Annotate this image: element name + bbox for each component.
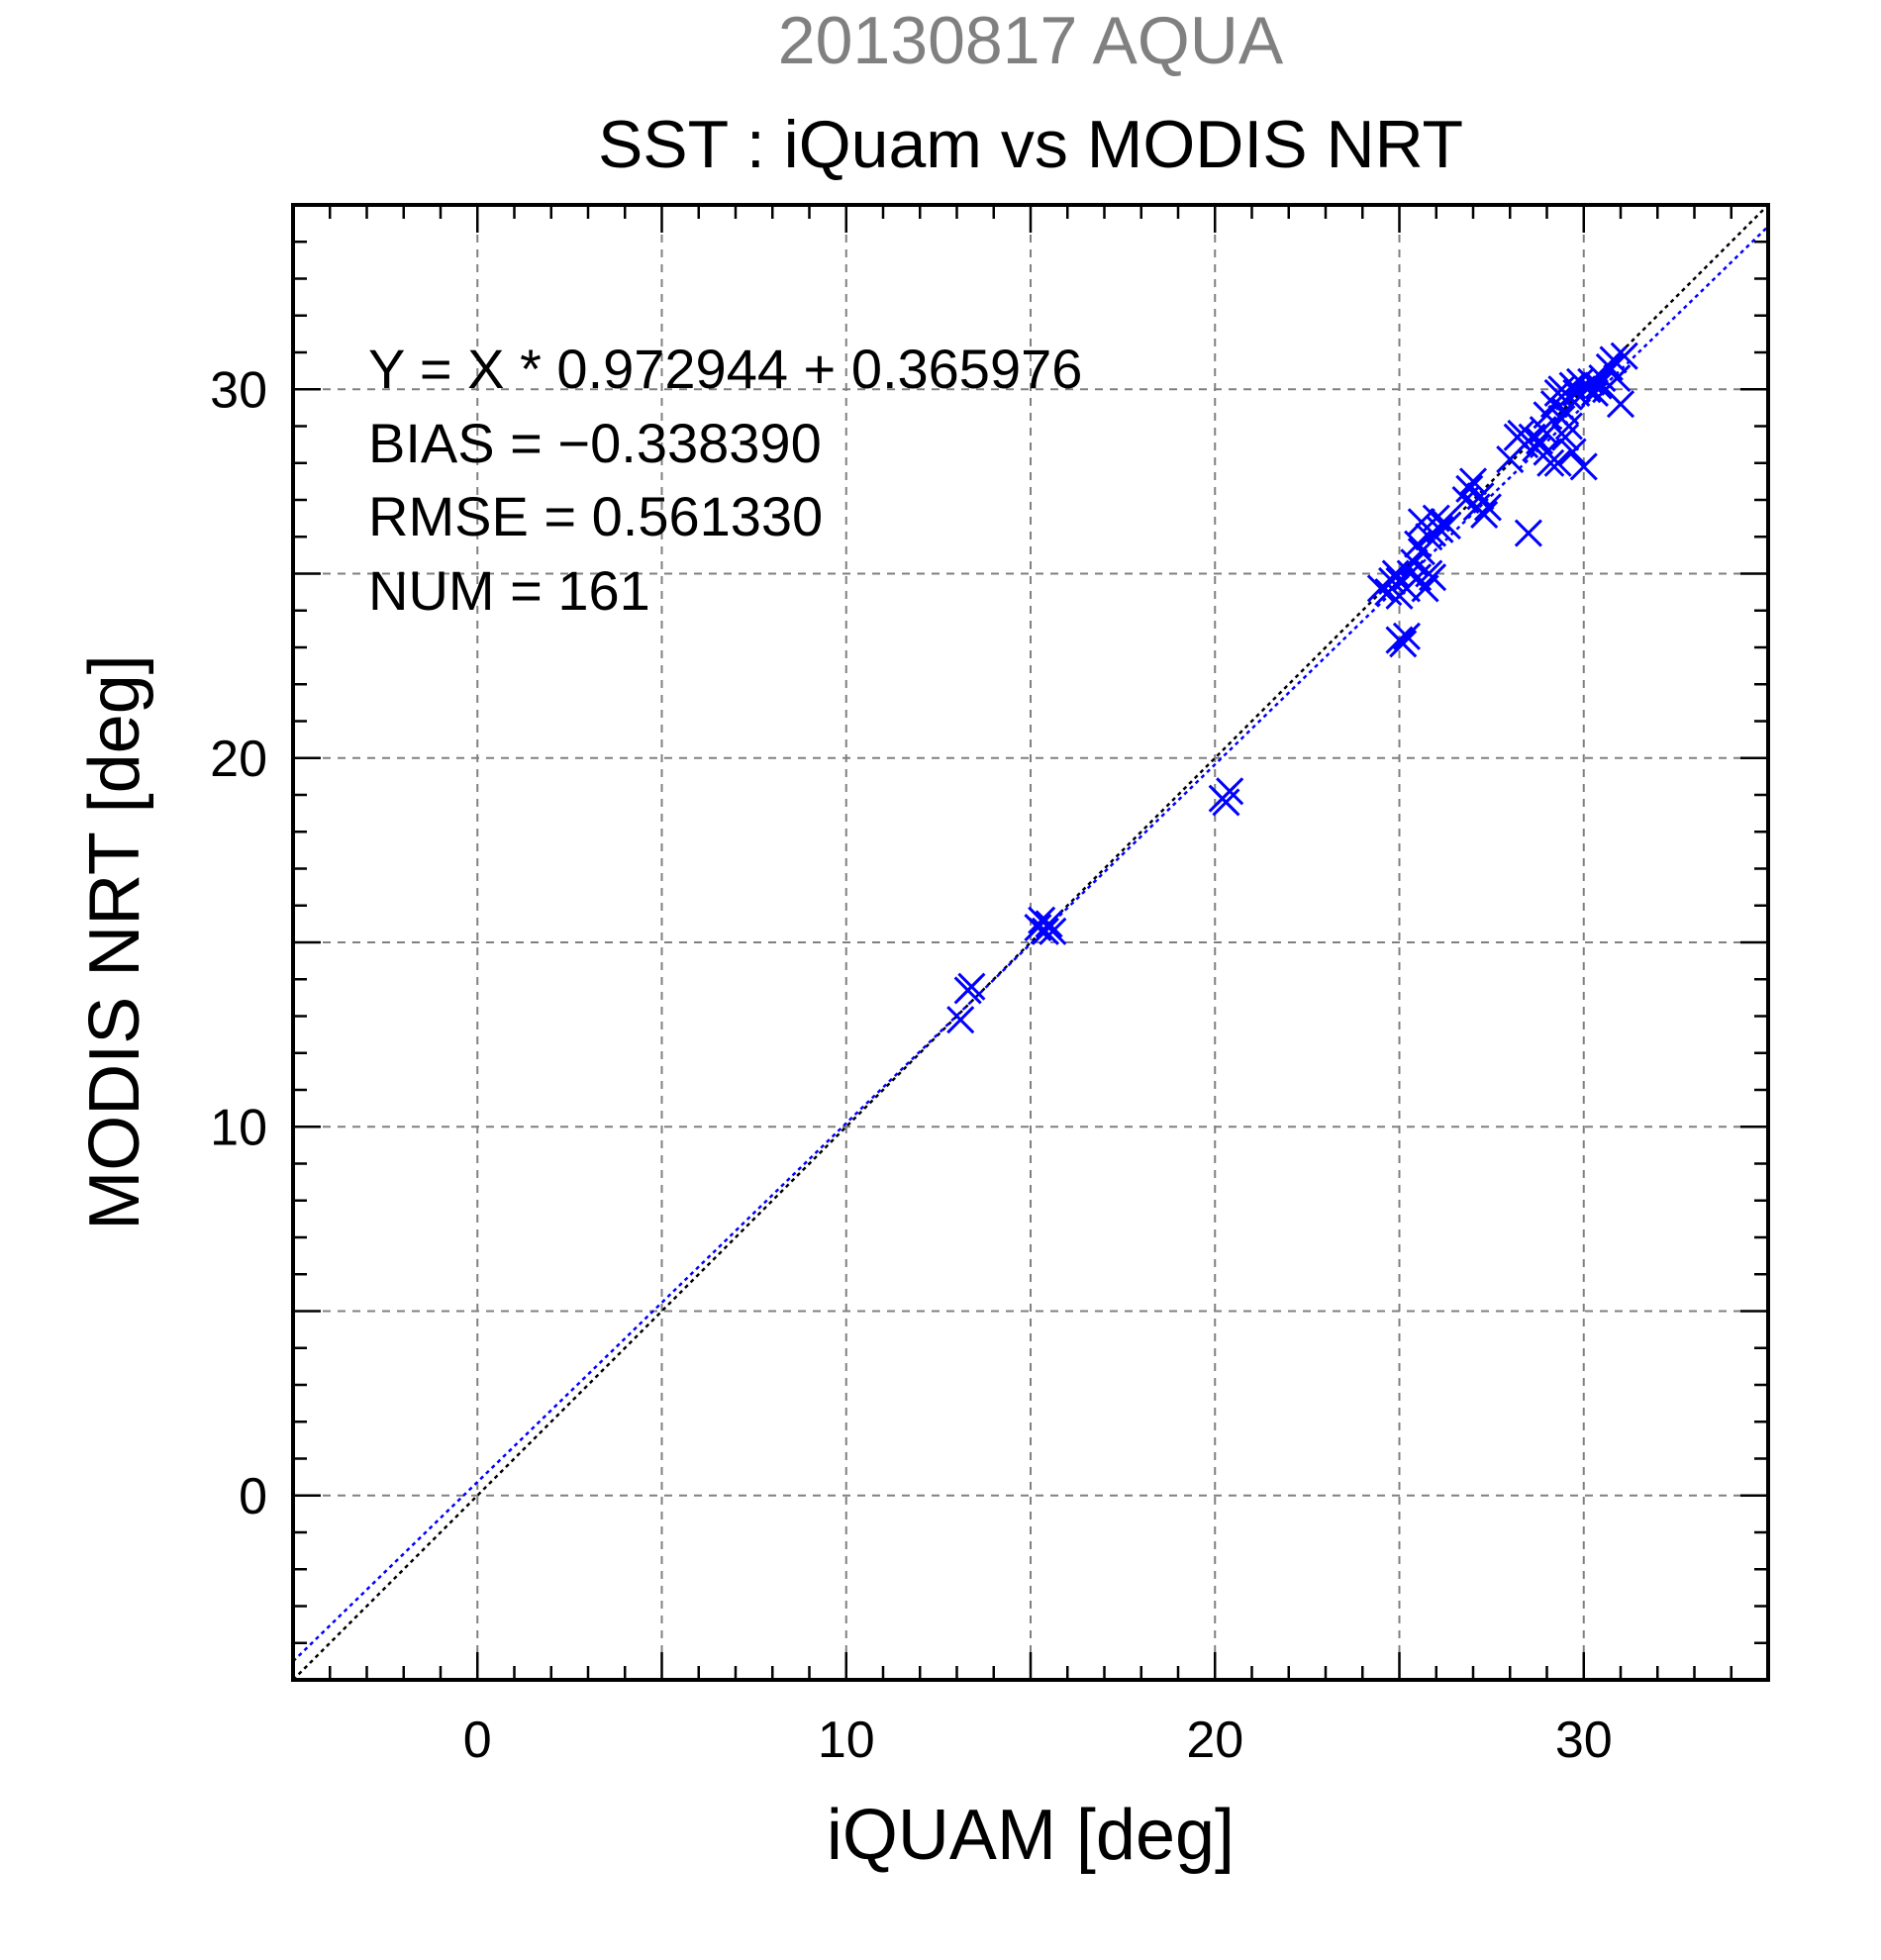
data-point <box>1584 371 1613 400</box>
stats-annotation: Y = X * 0.972944 + 0.365976 BIAS = −0.33… <box>368 338 1082 622</box>
data-point <box>1599 345 1628 374</box>
y-tick-label: 10 <box>210 1099 267 1156</box>
data-point <box>1035 910 1063 938</box>
data-point <box>1554 382 1583 411</box>
y-tick-label: 30 <box>210 361 267 419</box>
data-point <box>1392 622 1422 650</box>
y-tick-labels: 0 10 20 30 <box>210 361 267 1525</box>
data-points <box>946 342 1638 1034</box>
data-point <box>946 1006 975 1034</box>
x-tick-label: 20 <box>1186 1712 1243 1769</box>
num-value: NUM = 161 <box>368 559 650 622</box>
axis-ticks <box>293 205 1768 1680</box>
data-point <box>1216 777 1244 806</box>
data-point <box>1603 364 1632 393</box>
data-point <box>1407 538 1436 566</box>
data-point <box>1458 467 1488 496</box>
data-point <box>1569 452 1598 481</box>
data-point <box>1473 493 1502 522</box>
data-point <box>1389 630 1418 658</box>
data-point <box>1377 566 1407 596</box>
fit-line <box>292 225 1769 1663</box>
data-point <box>1418 563 1447 592</box>
y-tick-label: 0 <box>239 1468 267 1525</box>
rmse-value: RMSE = 0.561330 <box>368 485 823 547</box>
data-point <box>1610 342 1638 370</box>
identity-line <box>292 204 1769 1681</box>
chart-supertitle: 20130817 AQUA <box>778 3 1284 78</box>
data-point <box>1470 500 1499 529</box>
data-point <box>957 972 986 1001</box>
data-point <box>1031 917 1059 945</box>
data-point <box>1212 788 1240 817</box>
data-point <box>1606 390 1635 419</box>
data-point <box>1580 378 1609 408</box>
data-point <box>1536 448 1565 477</box>
x-tick-label: 10 <box>818 1712 875 1769</box>
y-tick-label: 20 <box>210 731 267 788</box>
data-point <box>1558 438 1587 466</box>
data-point <box>1433 512 1461 540</box>
fit-equation: Y = X * 0.972944 + 0.365976 <box>368 338 1082 400</box>
data-point <box>1039 917 1067 945</box>
reference-lines <box>292 204 1769 1681</box>
data-point <box>1577 367 1606 396</box>
chart-title: SST : iQuam vs MODIS NRT <box>598 107 1463 182</box>
x-tick-label: 30 <box>1555 1712 1613 1769</box>
data-point <box>1426 515 1454 543</box>
x-tick-label: 0 <box>463 1712 492 1769</box>
data-point <box>1381 559 1410 588</box>
x-tick-labels: 0 10 20 30 <box>463 1712 1613 1769</box>
x-axis-label: iQUAM [deg] <box>827 1796 1235 1875</box>
data-point <box>1514 519 1542 547</box>
bias-value: BIAS = −0.338390 <box>368 412 822 474</box>
data-point <box>1554 412 1583 441</box>
y-axis-label: MODIS NRT [deg] <box>75 654 154 1230</box>
data-point <box>1543 448 1572 477</box>
plot-frame <box>291 203 1770 1682</box>
data-point <box>1551 423 1580 451</box>
